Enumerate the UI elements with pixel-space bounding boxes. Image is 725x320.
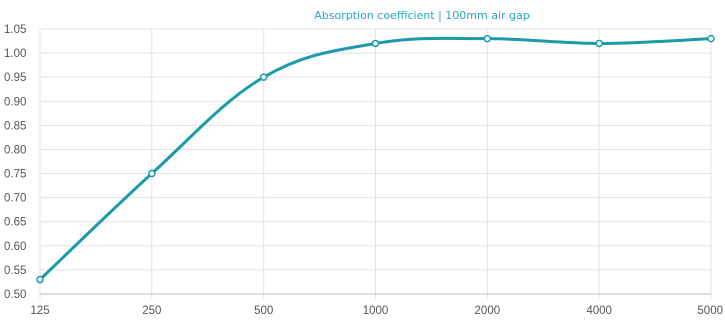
x-tick-label: 250 <box>142 305 161 317</box>
y-tick-label: 0.90 <box>4 96 26 108</box>
data-point <box>595 39 603 48</box>
y-tick-label: 0.50 <box>4 289 26 301</box>
chart-title: Absorption coefficient | 100mm air gap <box>314 9 530 22</box>
y-tick-label: 1.00 <box>4 48 26 60</box>
y-tick-label: 0.55 <box>4 265 26 277</box>
y-tick-labels: 0.50 0.55 0.60 0.65 0.70 0.75 0.80 0.85 0.90 0.95… <box>4 24 26 301</box>
x-tick-labels: 125 250 500 1000 2000 4000 5000 <box>30 305 723 317</box>
y-tick-label: 0.85 <box>4 120 26 132</box>
x-tick-label: 4000 <box>586 305 612 317</box>
y-tick-label: 0.95 <box>4 72 26 84</box>
data-point <box>259 73 268 81</box>
data-point <box>707 34 715 43</box>
data-point <box>371 39 380 48</box>
x-tick-label: 5000 <box>697 305 723 317</box>
x-tick-label: 125 <box>30 305 49 317</box>
data-points <box>36 34 715 284</box>
y-tick-label: 0.75 <box>4 169 26 181</box>
x-tick-label: 500 <box>254 305 273 317</box>
data-point <box>148 169 156 178</box>
data-point <box>483 34 492 43</box>
y-tick-label: 0.70 <box>4 193 26 205</box>
x-tick-label: 2000 <box>475 305 501 317</box>
x-gridlines <box>39 29 712 299</box>
data-point <box>36 275 44 284</box>
y-tick-label: 0.60 <box>4 241 26 253</box>
y-tick-label: 0.65 <box>4 217 26 229</box>
y-tick-label: 0.80 <box>4 144 26 156</box>
x-tick-label: 1000 <box>363 305 389 317</box>
y-tick-label: 1.05 <box>4 24 26 36</box>
